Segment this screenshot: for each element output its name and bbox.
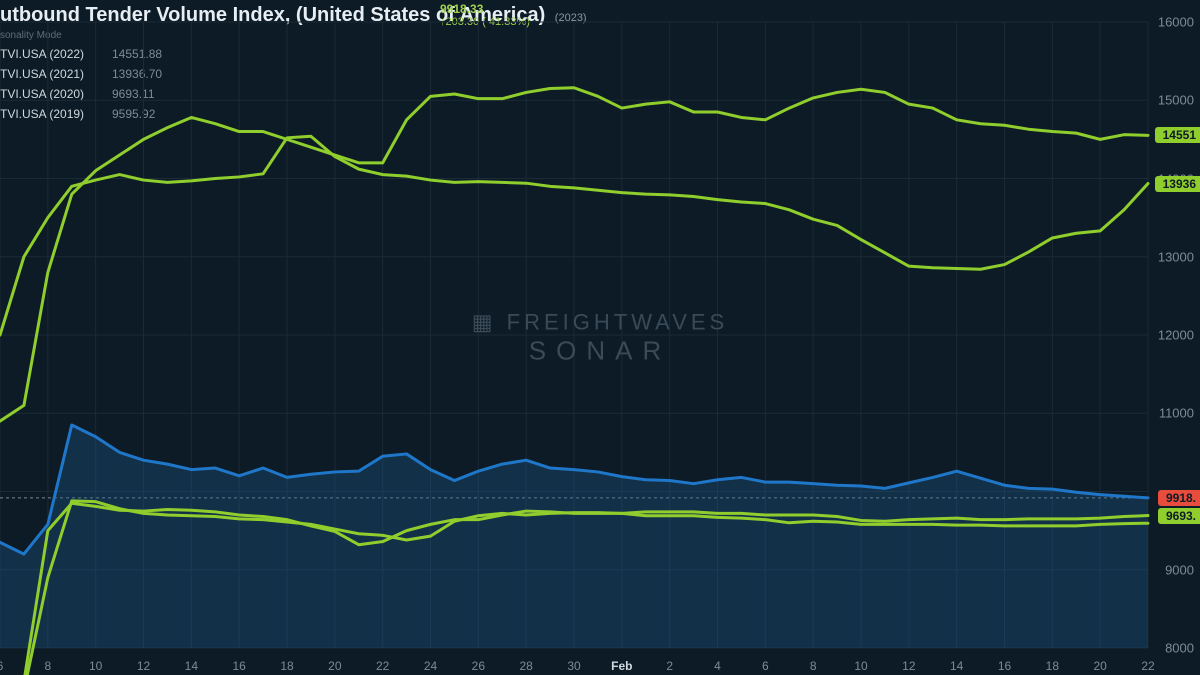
chart-container: utbound Tender Volume Index, (United Sta…	[0, 0, 1200, 675]
x-tick-label: 8	[810, 659, 817, 673]
x-tick-label: 20	[328, 659, 341, 673]
x-tick-label: 16	[232, 659, 245, 673]
plot-svg[interactable]	[0, 0, 1200, 675]
x-tick-label: 12	[137, 659, 150, 673]
x-tick-label: Feb	[611, 659, 632, 673]
x-tick-label: 22	[1141, 659, 1154, 673]
x-tick-label: 2	[666, 659, 673, 673]
x-tick-label: 12	[902, 659, 915, 673]
x-tick-label: 6	[0, 659, 3, 673]
x-tick-label: 6	[762, 659, 769, 673]
x-tick-label: 18	[280, 659, 293, 673]
y-tick-label: 9000	[1165, 562, 1194, 577]
x-tick-label: 18	[1046, 659, 1059, 673]
y-tick-label: 8000	[1165, 641, 1194, 656]
x-tick-label: 16	[998, 659, 1011, 673]
y-tick-label: 16000	[1158, 15, 1194, 30]
x-tick-label: 24	[424, 659, 437, 673]
x-tick-label: 10	[89, 659, 102, 673]
end-value-badge: 9693.	[1158, 508, 1200, 524]
x-tick-label: 10	[854, 659, 867, 673]
x-tick-label: 14	[185, 659, 198, 673]
x-tick-label: 22	[376, 659, 389, 673]
x-tick-label: 8	[44, 659, 51, 673]
end-value-badge: 14551	[1155, 127, 1200, 143]
end-value-badge: 9918.	[1158, 490, 1200, 506]
x-tick-label: 28	[519, 659, 532, 673]
y-tick-label: 12000	[1158, 328, 1194, 343]
x-tick-label: 20	[1093, 659, 1106, 673]
end-value-badge: 13936	[1155, 176, 1200, 192]
x-tick-label: 30	[567, 659, 580, 673]
y-tick-label: 11000	[1159, 406, 1194, 421]
x-tick-label: 14	[950, 659, 963, 673]
y-tick-label: 13000	[1158, 249, 1194, 264]
x-tick-label: 26	[472, 659, 485, 673]
x-tick-label: 4	[714, 659, 721, 673]
y-tick-label: 15000	[1158, 93, 1194, 108]
